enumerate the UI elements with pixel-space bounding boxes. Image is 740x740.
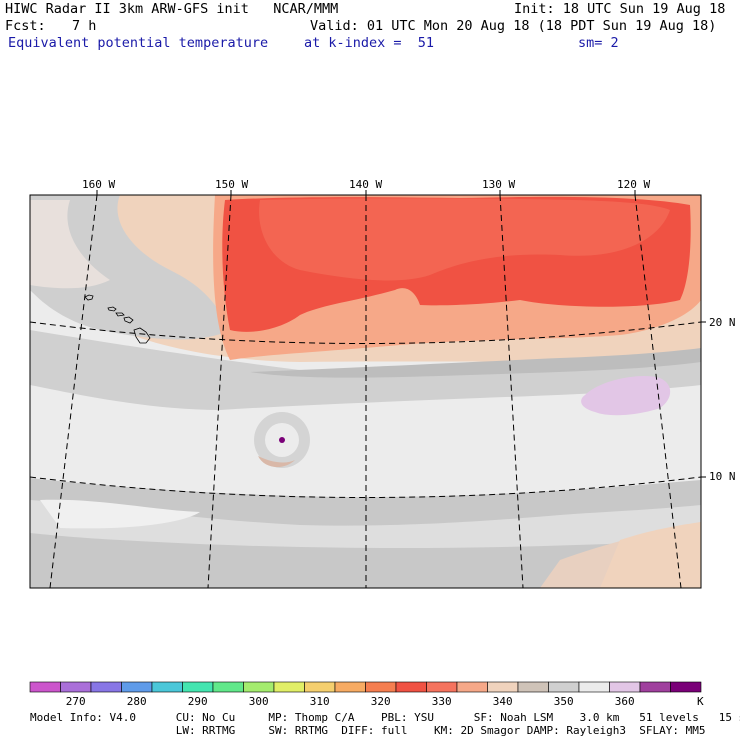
colorbar-swatch [578, 681, 610, 693]
graticule [29, 194, 702, 589]
model-info-line1: Model Info: V4.0 CU: No Cu MP: Thomp C/A… [30, 711, 740, 724]
axis-ticks [96, 190, 706, 478]
colorbar-label: K [697, 695, 704, 708]
lon-label-150w: 150 W [215, 178, 249, 191]
colorbar-label: 290 [187, 695, 208, 708]
colorbar-swatch [456, 681, 488, 693]
colorbar-swatch [548, 681, 580, 693]
field-name: Equivalent potential temperature [8, 35, 269, 51]
colorbar-swatch [121, 681, 153, 693]
hawaii-islands [84, 294, 151, 344]
colorbar-swatch [426, 681, 458, 693]
lat-label-20n: 20 N [709, 316, 736, 329]
colorbar-swatch [517, 681, 549, 693]
colorbar-swatch [304, 681, 336, 693]
colorbar-label: 350 [553, 695, 574, 708]
colorbar-swatch [487, 681, 519, 693]
k-index: at k-index = 51 [304, 35, 435, 51]
colorbar-swatch [212, 681, 244, 693]
colorbar-swatch [273, 681, 305, 693]
valid-time: Valid: 01 UTC Mon 20 Aug 18 (18 PDT Sun … [310, 18, 717, 34]
colorbar-label: 300 [248, 695, 269, 708]
colorbar-label: 360 [614, 695, 635, 708]
colorbar-swatch [60, 681, 92, 693]
lon-label-120w: 120 W [617, 178, 651, 191]
forecast-hour: 7 h [72, 18, 97, 34]
colorbar-label: 340 [492, 695, 513, 708]
colorbar-label: 280 [126, 695, 147, 708]
hurricane-feature [254, 412, 310, 468]
lat-label-10n: 10 N [709, 470, 736, 483]
lon-label-140w: 140 W [349, 178, 383, 191]
theta-e-field [30, 195, 701, 588]
colorbar-swatch [29, 681, 61, 693]
colorbar-swatch [395, 681, 427, 693]
colorbar-swatch [243, 681, 275, 693]
colorbar-label: 310 [309, 695, 330, 708]
init-time: Init: 18 UTC Sun 19 Aug 18 [514, 1, 726, 17]
colorbar-swatch [90, 681, 122, 693]
model-info-line2: LW: RRTMG SW: RRTMG DIFF: full KM: 2D Sm… [30, 724, 706, 737]
colorbar-swatch [182, 681, 214, 693]
colorbar-swatch [151, 681, 183, 693]
colorbar [29, 681, 702, 693]
product-title: HIWC Radar II 3km ARW-GFS init NCAR/MMM [5, 1, 339, 17]
lon-label-160w: 160 W [82, 178, 116, 191]
colorbar-swatch [365, 681, 397, 693]
smoothing: sm= 2 [578, 35, 619, 51]
lon-label-130w: 130 W [482, 178, 516, 191]
colorbar-label: 270 [65, 695, 86, 708]
colorbar-swatch [639, 681, 671, 693]
colorbar-label: 330 [431, 695, 452, 708]
colorbar-swatch [609, 681, 641, 693]
forecast-label: Fcst: [5, 18, 46, 34]
colorbar-label: 320 [370, 695, 391, 708]
colorbar-swatch [670, 681, 702, 693]
colorbar-swatch [334, 681, 366, 693]
